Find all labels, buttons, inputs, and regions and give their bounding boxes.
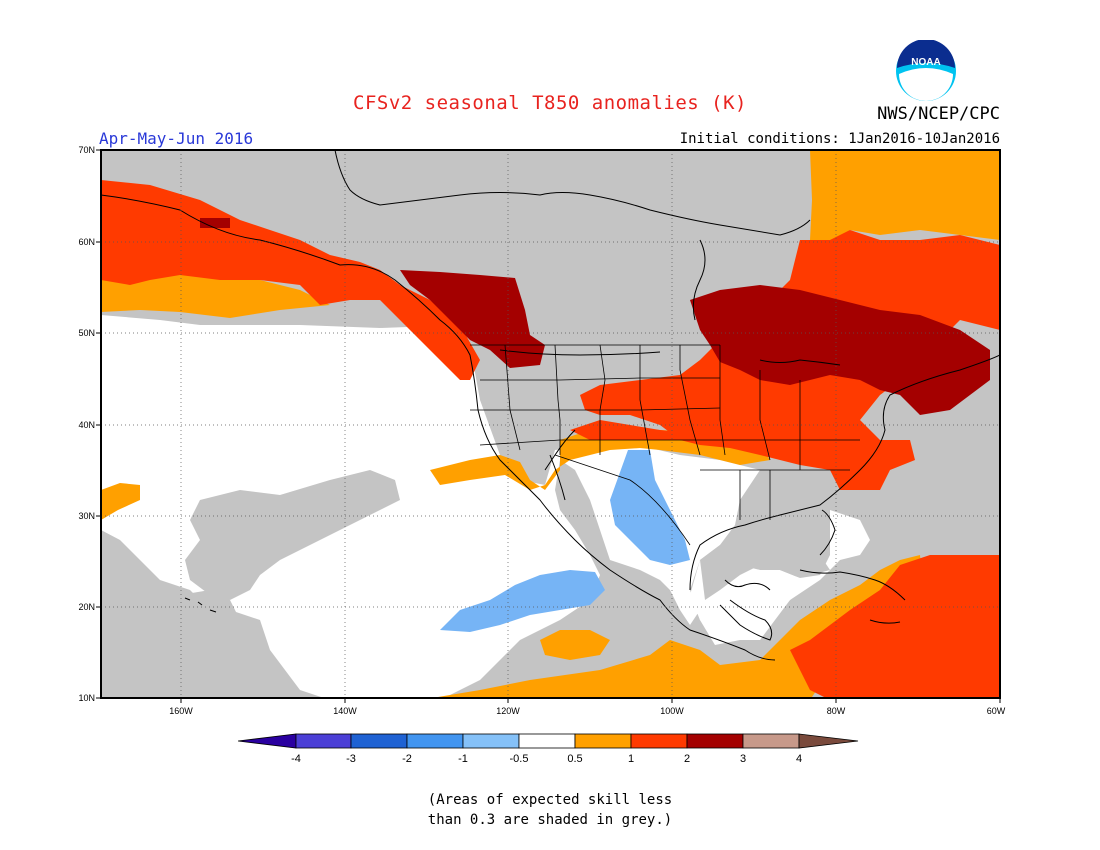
legend-label-m4: -4 [291,753,301,765]
legend-swatch-m4-m3 [295,733,352,749]
legend-label-m1: -1 [458,753,468,765]
legend-swatch-05-1 [574,733,632,749]
skill-note-line2: than 0.3 are shaded in grey.) [427,812,673,828]
warm-anomaly-light-northeast [810,150,1000,245]
warm-anomaly-sw-us [570,420,700,440]
legend-swatch-m1-m05 [462,733,520,749]
skill-note-line1: (Areas of expected skill less [427,792,673,808]
cool-anomaly-pacific [440,570,605,632]
axis-ticks [96,149,1001,703]
legend-label-m2: -2 [402,753,412,765]
legend-label-3: 3 [740,753,746,765]
grey-region-gulf [700,530,830,600]
lat-label-30n: 30N [78,511,95,521]
logo-text: NOAA [911,57,940,68]
lat-label-70n: 70N [78,145,95,155]
warm-anomaly-caribbean [790,555,1000,698]
legend-label-m05: -0.5 [510,753,529,765]
lat-label-10n: 10N [78,693,95,703]
lat-label-50n: 50N [78,328,95,338]
grey-region-hawaii [130,590,240,640]
initial-conditions: Initial conditions: 1Jan2016-10Jan2016 [679,131,1000,147]
legend-swatch-lt-4 [238,733,297,749]
legend-label-05: 0.5 [567,753,582,765]
coastlines [101,150,1000,661]
legend-label-m3: -3 [346,753,356,765]
legend-swatch-m3-m2 [350,733,408,749]
political-boundaries [470,344,860,546]
legend-swatch-2-3 [686,733,744,749]
lat-label-20n: 20N [78,602,95,612]
map-frame [100,149,1001,699]
color-legend: -4 -3 -2 -1 -0.5 0.5 1 2 3 4 [238,733,859,765]
legend-swatch-gt-4 [798,733,859,749]
legend-swatch-m05-05 [518,733,576,749]
legend-label-1: 1 [628,753,634,765]
map-title: CFSv2 seasonal T850 anomalies (K) [353,92,747,114]
lat-label-40n: 40N [78,420,95,430]
grey-region-pacific [185,470,400,600]
legend-label-4: 4 [796,753,802,765]
noaa-logo: NOAA [896,40,956,101]
lon-label-60w: 60W [987,706,1006,716]
legend-label-2: 2 [684,753,690,765]
lon-label-140w: 140W [333,706,357,716]
warm-anomaly-light-baja-sw [540,630,610,660]
white-anomaly-region [101,315,870,698]
agency-label: NWS/NCEP/CPC [877,104,1000,124]
gridlines [101,150,1000,698]
legend-swatch-m2-m1 [406,733,464,749]
lon-label-160w: 160W [169,706,193,716]
lat-label-60n: 60N [78,237,95,247]
warm-anomaly-light-pacific [101,483,140,520]
strong-warm-anomaly-east-canada [690,285,990,415]
strong-warm-anomaly-alaska [200,218,230,228]
strong-warm-anomaly-canada [400,270,545,368]
skill-note: (Areas of expected skill less than 0.3 a… [0,790,1100,830]
cool-anomaly-mexico [610,450,690,565]
lon-label-120w: 120W [496,706,520,716]
lon-label-100w: 100W [660,706,684,716]
lon-label-80w: 80W [827,706,846,716]
forecast-period: Apr-May-Jun 2016 [99,129,254,148]
legend-swatch-3-4 [742,733,800,749]
warm-anomaly-alaska [101,180,480,380]
legend-swatch-1-2 [630,733,688,749]
anomaly-map: 70N 60N 50N 40N 30N 20N 10N 160W 140W 12… [78,145,1006,716]
